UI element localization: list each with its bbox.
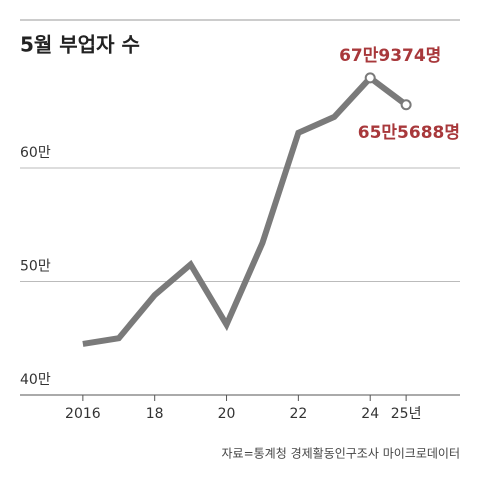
x-tick-label: 24: [361, 406, 379, 422]
chart-title: 5월 부업자 수: [20, 33, 140, 57]
x-tick-label: 18: [146, 406, 164, 422]
y-tick-label: 50만: [20, 259, 51, 275]
data-line: [82, 73, 408, 347]
y-tick-label: 60만: [20, 145, 51, 161]
y-tick-label: 40만: [20, 372, 51, 388]
value-label: 65만5688명: [358, 123, 460, 143]
x-tick-label: 22: [289, 406, 307, 422]
value-label: 67만9374명: [339, 46, 441, 66]
source: 자료=통계청 경제활동인구조사 마이크로데이터: [222, 447, 461, 461]
point: [400, 99, 412, 111]
x-tick-label: 2016: [65, 406, 101, 422]
x-tick-label: 25년: [391, 406, 422, 422]
x-tick-label: 20: [218, 406, 236, 422]
point: [364, 72, 376, 84]
